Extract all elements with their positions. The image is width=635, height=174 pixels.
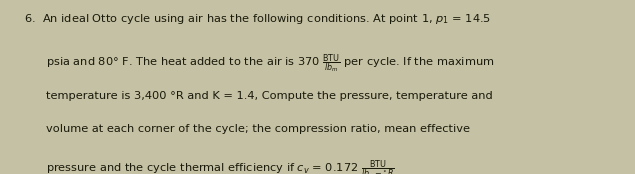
Text: pressure and the cycle thermal efficiency if $c_v$ = 0.172 $\frac{\mathrm{BTU}}{: pressure and the cycle thermal efficienc… xyxy=(46,158,394,174)
Text: temperature is 3,400 °R and K = 1.4, Compute the pressure, temperature and: temperature is 3,400 °R and K = 1.4, Com… xyxy=(46,91,493,101)
Text: volume at each corner of the cycle; the compression ratio, mean effective: volume at each corner of the cycle; the … xyxy=(46,124,470,134)
Text: psia and 80° F. The heat added to the air is 370 $\frac{\mathrm{BTU}}{lb_m}$ per: psia and 80° F. The heat added to the ai… xyxy=(46,52,494,75)
Text: 6.  An ideal Otto cycle using air has the following conditions. At point 1, $p_1: 6. An ideal Otto cycle using air has the… xyxy=(24,12,491,26)
